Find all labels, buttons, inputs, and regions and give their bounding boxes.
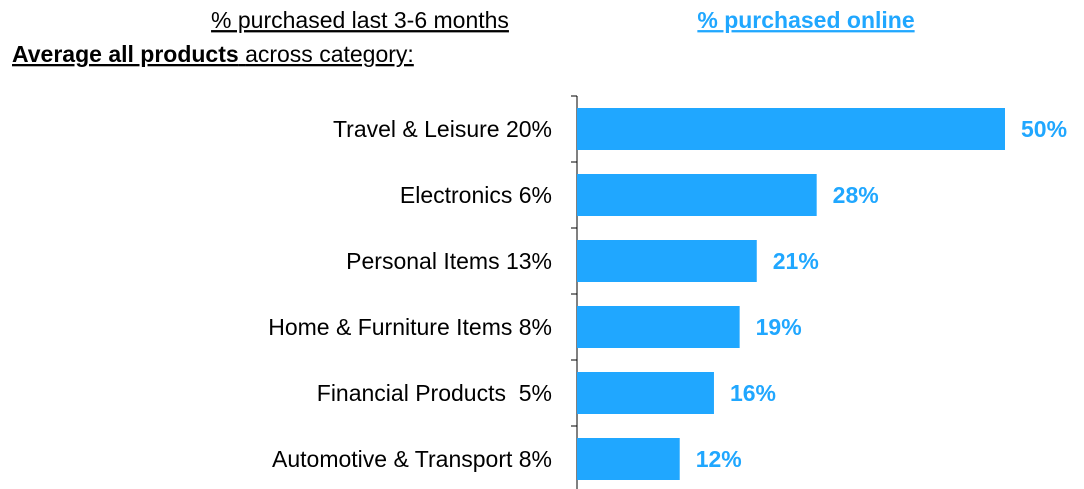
left-header: % purchased last 3-6 months xyxy=(211,7,509,33)
category-label: Personal Items 13% xyxy=(346,248,552,274)
value-label: 21% xyxy=(773,248,819,274)
category-label: Home & Furniture Items 8% xyxy=(268,314,552,340)
bar xyxy=(577,240,757,282)
right-header: % purchased online xyxy=(697,7,914,33)
subtitle-bold: Average all products xyxy=(12,41,239,67)
value-label: 12% xyxy=(696,446,742,472)
subtitle: Average all products across category: xyxy=(12,41,414,67)
category-label: Electronics 6% xyxy=(400,182,552,208)
value-label: 50% xyxy=(1021,116,1067,142)
value-label: 19% xyxy=(756,314,802,340)
value-label: 16% xyxy=(730,380,776,406)
category-label: Financial Products 5% xyxy=(317,380,552,406)
value-label: 28% xyxy=(833,182,879,208)
category-label: Travel & Leisure 20% xyxy=(333,116,552,142)
subtitle-rest: across category: xyxy=(245,41,414,67)
bar xyxy=(577,438,680,480)
bar xyxy=(577,306,740,348)
category-label: Automotive & Transport 8% xyxy=(272,446,552,472)
bar xyxy=(577,372,714,414)
bar xyxy=(577,108,1005,150)
bar xyxy=(577,174,817,216)
